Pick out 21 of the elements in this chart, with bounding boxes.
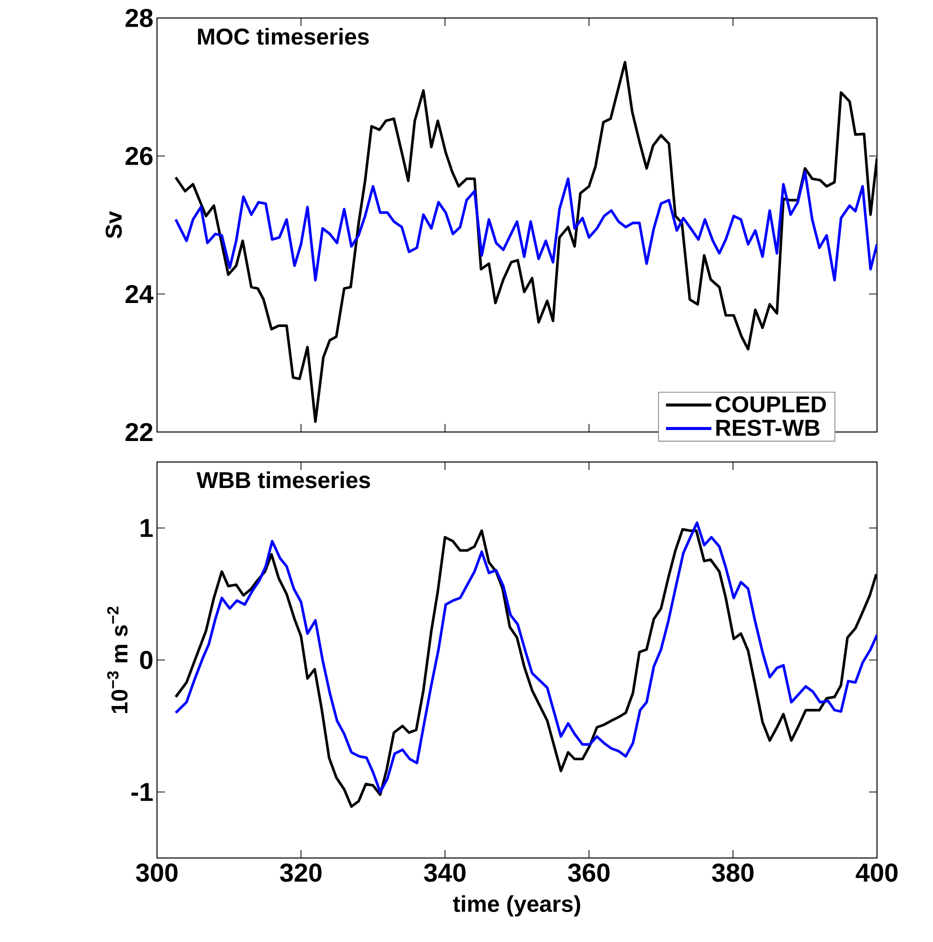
chart-title: MOC timeseries — [198, 28, 369, 45]
x-tick-label: 400 — [856, 864, 898, 882]
y-tick-label: 1 — [140, 519, 153, 537]
x-tick-label: 300 — [136, 864, 178, 882]
y-tick-label: 22 — [126, 422, 152, 442]
y-tick-label: 0 — [140, 650, 152, 670]
y-tick-label: 28 — [126, 8, 153, 28]
chart-title: WBB timeseries — [196, 471, 370, 488]
legend-label: REST-WB — [716, 420, 820, 436]
y-axis-title: 10$^{−3}$ m s$^{−2}$ — [107, 606, 128, 714]
y-tick-label: 26 — [126, 146, 153, 166]
x-tick-label: 340 — [424, 864, 466, 882]
y-tick-label: 24 — [126, 284, 154, 304]
line-series — [174, 170, 878, 282]
y-axis-title: Sv — [106, 211, 122, 238]
x-tick-label: 380 — [712, 864, 754, 882]
x-axis-title: time (years) — [452, 895, 580, 917]
x-tick-label: 320 — [280, 864, 322, 882]
legend-label: COUPLED — [716, 396, 826, 412]
x-tick-label: 360 — [568, 864, 610, 882]
y-tick-label: -1 — [131, 783, 153, 801]
